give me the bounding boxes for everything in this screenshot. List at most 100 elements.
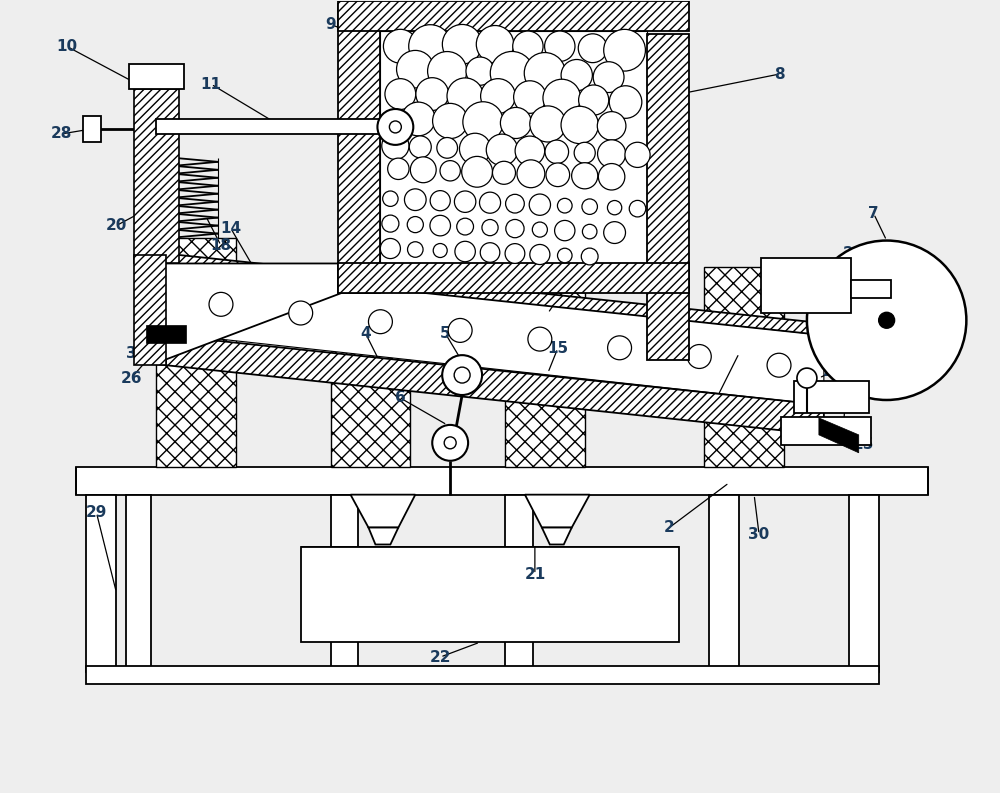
Circle shape [437, 137, 458, 159]
Text: 14: 14 [220, 221, 242, 236]
Text: 6: 6 [395, 390, 406, 405]
Bar [331, 293, 410, 467]
Text: 15: 15 [547, 341, 568, 356]
Circle shape [515, 136, 545, 166]
Circle shape [416, 78, 449, 110]
Circle shape [582, 224, 597, 239]
Text: 11: 11 [201, 77, 222, 92]
Polygon shape [338, 263, 689, 293]
Polygon shape [525, 495, 590, 527]
Bar [126, 495, 151, 672]
Circle shape [404, 189, 426, 210]
Text: 2: 2 [664, 520, 675, 535]
Text: 4: 4 [360, 326, 371, 341]
Circle shape [432, 425, 468, 461]
Circle shape [807, 240, 966, 400]
Circle shape [409, 25, 452, 67]
Circle shape [532, 222, 547, 237]
Text: 26: 26 [843, 246, 865, 261]
Bar [781, 417, 871, 445]
Bar [331, 495, 358, 672]
Text: 18: 18 [210, 238, 232, 253]
Circle shape [546, 163, 570, 186]
Circle shape [462, 156, 492, 187]
Circle shape [442, 355, 482, 395]
Circle shape [492, 161, 515, 184]
Polygon shape [351, 495, 415, 527]
Circle shape [430, 190, 450, 211]
Bar [156, 238, 236, 467]
Polygon shape [166, 263, 824, 405]
Circle shape [476, 25, 514, 63]
Circle shape [579, 85, 609, 115]
Circle shape [582, 199, 597, 214]
Circle shape [629, 201, 646, 217]
Circle shape [797, 368, 817, 388]
Circle shape [377, 109, 413, 145]
Polygon shape [134, 255, 166, 365]
Circle shape [383, 29, 417, 63]
Bar [794, 381, 869, 413]
Circle shape [561, 106, 598, 144]
Polygon shape [76, 467, 928, 495]
Circle shape [555, 220, 575, 241]
Polygon shape [338, 5, 380, 293]
Polygon shape [647, 34, 689, 360]
Circle shape [574, 142, 595, 163]
Bar [301, 547, 679, 642]
Circle shape [604, 222, 626, 243]
Bar [505, 293, 585, 467]
Circle shape [545, 140, 569, 163]
Circle shape [383, 191, 398, 206]
Text: 30: 30 [748, 527, 770, 542]
Circle shape [385, 79, 416, 109]
Circle shape [490, 52, 534, 95]
Circle shape [530, 244, 550, 265]
Circle shape [447, 78, 483, 114]
Circle shape [388, 158, 409, 179]
Bar [86, 666, 879, 684]
Circle shape [368, 310, 392, 334]
Circle shape [428, 52, 467, 90]
Circle shape [514, 81, 546, 113]
Circle shape [598, 163, 625, 190]
Circle shape [506, 194, 524, 213]
Circle shape [557, 198, 572, 213]
Circle shape [448, 319, 472, 343]
Circle shape [454, 191, 476, 213]
Circle shape [597, 112, 626, 140]
Text: 13: 13 [380, 71, 401, 86]
Circle shape [505, 243, 525, 263]
Circle shape [457, 218, 474, 235]
Circle shape [517, 160, 545, 188]
Bar [704, 267, 784, 467]
Circle shape [593, 62, 624, 93]
Circle shape [767, 353, 791, 377]
Circle shape [625, 142, 650, 167]
Text: 25: 25 [853, 437, 874, 452]
Circle shape [382, 215, 399, 232]
Circle shape [598, 140, 626, 168]
Text: 22: 22 [429, 649, 451, 665]
Text: 29: 29 [86, 505, 107, 520]
Circle shape [482, 220, 498, 236]
Text: 5: 5 [440, 326, 451, 341]
Circle shape [604, 29, 645, 71]
Bar [709, 495, 739, 672]
Bar [380, 31, 647, 263]
Polygon shape [156, 263, 341, 363]
Circle shape [397, 51, 434, 88]
Text: 23: 23 [823, 363, 845, 378]
Circle shape [409, 136, 431, 158]
Text: 9: 9 [325, 17, 336, 32]
Circle shape [543, 79, 581, 117]
Circle shape [209, 293, 233, 316]
Bar [134, 89, 179, 263]
Text: 20: 20 [106, 218, 127, 233]
Polygon shape [368, 527, 398, 545]
Circle shape [408, 242, 423, 257]
Polygon shape [542, 527, 572, 545]
Circle shape [380, 239, 400, 259]
Text: 19: 19 [136, 306, 157, 321]
Circle shape [440, 161, 460, 181]
